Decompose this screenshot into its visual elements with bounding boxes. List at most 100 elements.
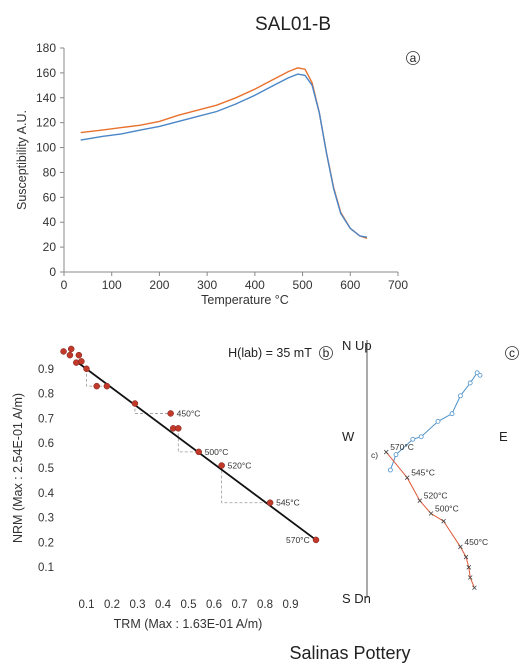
panel-label: b [323,346,330,360]
x-tick-label: 0.6 [206,599,222,611]
y-tick-label: 20 [43,240,57,254]
data-point [78,358,85,365]
panel-c-zijderveld-plot: N Up S Dn W Ec) c 570°C 545°C 520°C 500°C 450°C [342,338,519,606]
panel-b-arai-plot: 0.1 0.2 0.3 0.4 0.5 0.6 0.7 0.8 0.9 0.1 0.2 0.3 0.4 0… [11,345,333,631]
vertical-projection-point [383,449,389,455]
temperature-step-label: 545°C [411,468,435,478]
y-tick-label: 0.8 [38,389,54,401]
cooling-curve [80,73,368,238]
data-point [131,400,139,407]
panel-label-badge [406,51,420,65]
y-tick-label: 80 [43,165,57,179]
panel-label-badge [319,346,333,360]
horizontal-projection-line [389,371,481,471]
y-tick-label: 0.5 [38,463,54,475]
x-tick-label: 0.2 [104,599,120,611]
vertical-projection-point [441,518,446,524]
temperature-step-label: 545°C [276,498,300,508]
y-tick-label: 60 [43,190,57,204]
figure-footer: Salinas Pottery [289,643,410,663]
figure-title: SAL01-B [255,14,331,35]
x-tick-label: 0.3 [130,599,146,611]
y-tick-label: 160 [36,66,56,80]
ptrm-check-segment [86,368,107,387]
data-point [218,462,225,469]
ptrm-check-segment [177,428,199,453]
data-point [83,365,90,373]
x-tick-label: 600 [340,278,360,292]
data-point [167,410,174,417]
panel-a-susceptibility-chart: 0 100 200 300 400 500 600 700 0 20 40 60 80 100 120 140… [15,41,420,307]
data-point [67,345,75,353]
y-tick-label: 0.9 [38,364,54,376]
data-point [266,499,274,506]
lab-field-annotation: H(lab) = 35 mT [228,346,312,360]
vertical-projection-point [463,554,469,560]
panel-label: c [509,346,515,360]
x-tick-label: 0.5 [181,599,197,611]
x-tick-label: 200 [149,278,169,292]
horizontal-projection-point [457,393,463,399]
temperature-step-label: 450°C [464,537,488,547]
data-point [75,351,83,359]
x-tick-label: 0.1 [79,599,95,611]
x-tick-label: 300 [197,278,217,292]
y-tick-label: 0.7 [38,413,54,425]
temperature-step-label: 570°C [390,442,414,452]
vertical-projection-line [385,451,475,588]
x-tick-label: 400 [245,278,265,292]
heating-curve [80,67,368,240]
y-tick-label: 0.4 [38,488,55,500]
y-tick-label: 0.1 [38,562,54,574]
ptrm-check-segment [221,465,271,504]
vertical-projection-point [404,475,410,480]
x-tick-label: 0.9 [283,599,299,611]
vertical-projection-point [466,564,472,570]
x-tick-label: 0 [61,278,68,292]
panel-label-badge [505,346,519,360]
temperature-step-label: 520°C [228,461,252,471]
y-tick-label: 40 [43,215,57,229]
data-point [175,425,182,432]
y-tick-label: 0.2 [38,537,54,549]
y-tick-label: 0.3 [38,513,54,525]
horizontal-projection-point [410,436,416,442]
y-tick-label: 100 [36,141,56,155]
horizontal-projection-point [387,467,393,473]
south-down-label: S Dn [342,591,371,606]
y-tick-label: 120 [36,116,56,130]
vertical-projection-point [417,498,423,504]
temperature-step-label: 500°C [205,447,229,457]
y-tick-label: 180 [36,41,56,55]
vertical-projection-point [458,544,463,550]
north-up-label: N Up [342,338,372,353]
y-tick-label: 0.6 [38,438,54,450]
x-tick-label: 0.8 [257,599,273,611]
vertical-projection-point [467,575,473,580]
x-axis-title: TRM (Max : 1.63E-01 A/m) [114,617,263,631]
data-point [93,382,100,390]
data-point [60,348,67,355]
horizontal-projection-point [418,434,424,440]
data-point [103,382,111,390]
x-axis-title: Temperature °C [201,293,289,307]
data-point [66,351,74,359]
horizontal-projection-point [477,372,483,378]
vertical-projection-point [472,585,477,591]
data-point [312,536,320,544]
horizontal-projection-point [467,380,473,386]
horizontal-projection-point [435,418,441,424]
x-tick-label: 0.4 [155,599,172,611]
temperature-step-label: 520°C [424,491,448,501]
x-tick-label: 700 [388,278,408,292]
temperature-step-label: 450°C [177,408,201,418]
x-tick-label: 0.7 [232,599,248,611]
temperature-step-label: 570°C [286,535,310,545]
horizontal-projection-point [449,411,455,417]
temperature-step-label: 500°C [435,504,459,514]
y-axis-title: NRM (Max : 2.54E-01 A/m) [11,393,25,543]
zijderveld-subtitle: c) [371,450,378,460]
y-tick-label: 0 [49,265,56,279]
east-label: E [499,429,508,444]
